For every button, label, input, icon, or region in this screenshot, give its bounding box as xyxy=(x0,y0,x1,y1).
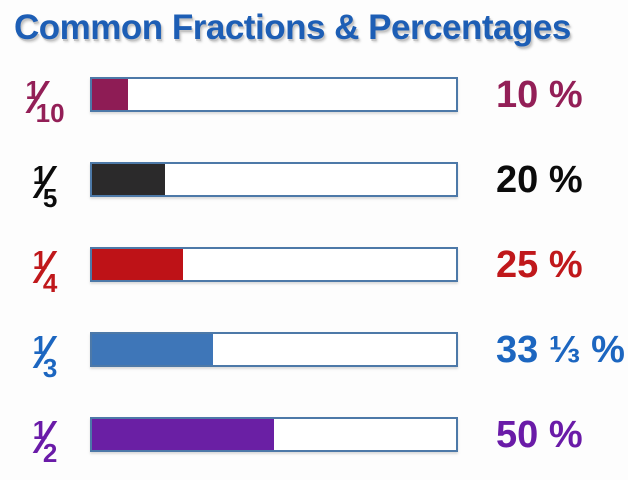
fraction-numerator: 1 xyxy=(25,74,40,105)
progress-bar-fill xyxy=(92,334,214,365)
fraction-row-1-2: 1⁄2 50 % xyxy=(0,392,628,477)
percent-label: 10 % xyxy=(496,73,583,116)
progress-bar-fill xyxy=(92,419,274,450)
fraction-label: 1⁄5 xyxy=(0,157,90,211)
percent-label: 50 % xyxy=(496,413,583,456)
progress-bar-fill xyxy=(92,79,129,110)
fraction-label: 1⁄10 xyxy=(0,72,90,126)
fraction-slash-icon: ⁄ xyxy=(41,155,49,208)
fraction-numerator: 1 xyxy=(32,329,48,360)
fraction-label: 1⁄4 xyxy=(0,242,90,296)
fraction-row-1-4: 1⁄4 25 % xyxy=(0,222,628,307)
fraction-slash-icon: ⁄ xyxy=(33,70,42,123)
fraction-denominator: 10 xyxy=(35,97,65,128)
fraction-denominator: 2 xyxy=(42,437,58,468)
fraction-numerator: 1 xyxy=(32,244,48,275)
fraction-row-1-10: 1⁄10 10 % xyxy=(0,52,628,137)
fraction-row-1-3: 1⁄3 33 ⅓ % xyxy=(0,307,628,392)
fraction-slash-icon: ⁄ xyxy=(41,410,49,463)
fraction-row-1-5: 1⁄5 20 % xyxy=(0,137,628,222)
page-title: Common Fractions & Percentages xyxy=(14,8,571,47)
fraction-numerator: 1 xyxy=(32,414,48,445)
fraction-slash-icon: ⁄ xyxy=(41,240,49,293)
percent-label: 20 % xyxy=(496,158,583,201)
fraction-denominator: 4 xyxy=(42,267,58,298)
progress-bar-fill xyxy=(92,249,183,280)
progress-bar xyxy=(90,77,458,112)
fraction-denominator: 3 xyxy=(42,352,58,383)
fraction-numerator: 1 xyxy=(32,159,48,190)
progress-bar-fill xyxy=(92,164,165,195)
progress-bar xyxy=(90,247,458,282)
fraction-label: 1⁄2 xyxy=(0,412,90,466)
fraction-denominator: 5 xyxy=(42,182,58,213)
progress-bar xyxy=(90,417,458,452)
fraction-slash-icon: ⁄ xyxy=(41,325,49,378)
percent-label: 33 ⅓ % xyxy=(496,328,625,371)
percent-label: 25 % xyxy=(496,243,583,286)
progress-bar xyxy=(90,162,458,197)
fraction-label: 1⁄3 xyxy=(0,327,90,381)
fraction-bar-chart: 1⁄10 10 % 1⁄5 20 % 1⁄4 25 % 1⁄3 3 xyxy=(0,52,628,477)
progress-bar xyxy=(90,332,458,367)
